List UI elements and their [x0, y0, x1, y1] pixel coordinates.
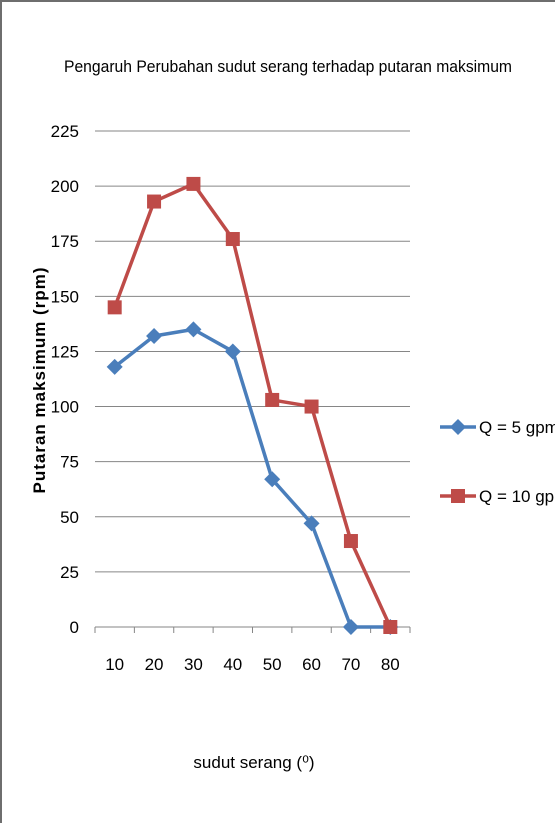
data-point-series-2: [225, 232, 240, 247]
data-point-series-1: [342, 619, 359, 635]
y-tick-label: 75: [60, 453, 79, 472]
y-tick-label: 175: [51, 232, 79, 251]
data-point-series-2: [265, 392, 280, 407]
legend-label-2: Q = 10 gpm: [479, 487, 555, 506]
frame-border-top: [0, 0, 555, 2]
data-point-series-1: [146, 328, 163, 345]
legend-marker-2: [451, 489, 465, 503]
x-axis-title: sudut serang (⁰): [193, 753, 314, 772]
x-tick-label: 70: [341, 655, 360, 674]
data-point-series-1: [185, 321, 202, 338]
legend-label-1: Q = 5 gpm: [479, 418, 555, 437]
chart-title: Pengaruh Perubahan sudut serang terhadap…: [64, 57, 512, 76]
frame-border-left: [0, 0, 2, 823]
data-point-series-1: [106, 358, 123, 375]
data-point-series-2: [147, 194, 162, 209]
data-point-series-1: [303, 515, 320, 532]
data-point-series-2: [343, 534, 358, 549]
data-point-series-1: [264, 471, 281, 488]
data-point-series-2: [107, 300, 122, 315]
y-tick-label: 25: [60, 563, 79, 582]
x-tick-label: 80: [381, 655, 400, 674]
x-tick-label: 20: [145, 655, 164, 674]
x-tick-label: 30: [184, 655, 203, 674]
data-point-series-1: [224, 343, 241, 360]
y-tick-label: 150: [51, 287, 79, 306]
data-point-series-2: [186, 176, 201, 191]
series-line-2: [113, 182, 392, 628]
legend-marker-1: [450, 419, 466, 435]
y-tick-label: 125: [51, 342, 79, 361]
y-tick-label: 100: [51, 398, 79, 417]
data-point-series-2: [304, 399, 319, 414]
x-tick-label: 60: [302, 655, 321, 674]
x-tick-label: 40: [223, 655, 242, 674]
y-tick-label: 225: [51, 122, 79, 141]
y-tick-label: 0: [70, 618, 79, 637]
x-tick-label: 50: [263, 655, 282, 674]
series-line-1: [113, 327, 391, 629]
y-axis-title: Putaran maksimum (rpm): [30, 267, 49, 494]
y-tick-label: 200: [51, 177, 79, 196]
plot-area: 0 25 50 75 100 125 150 175 200 225 10 20 30 40 50 60 70 8…: [51, 122, 411, 674]
y-tick-label: 50: [60, 508, 79, 527]
data-point-series-2: [383, 620, 398, 634]
legend: Q = 5 gpm Q = 10 gpm: [440, 418, 555, 506]
x-tick-label: 10: [105, 655, 124, 674]
